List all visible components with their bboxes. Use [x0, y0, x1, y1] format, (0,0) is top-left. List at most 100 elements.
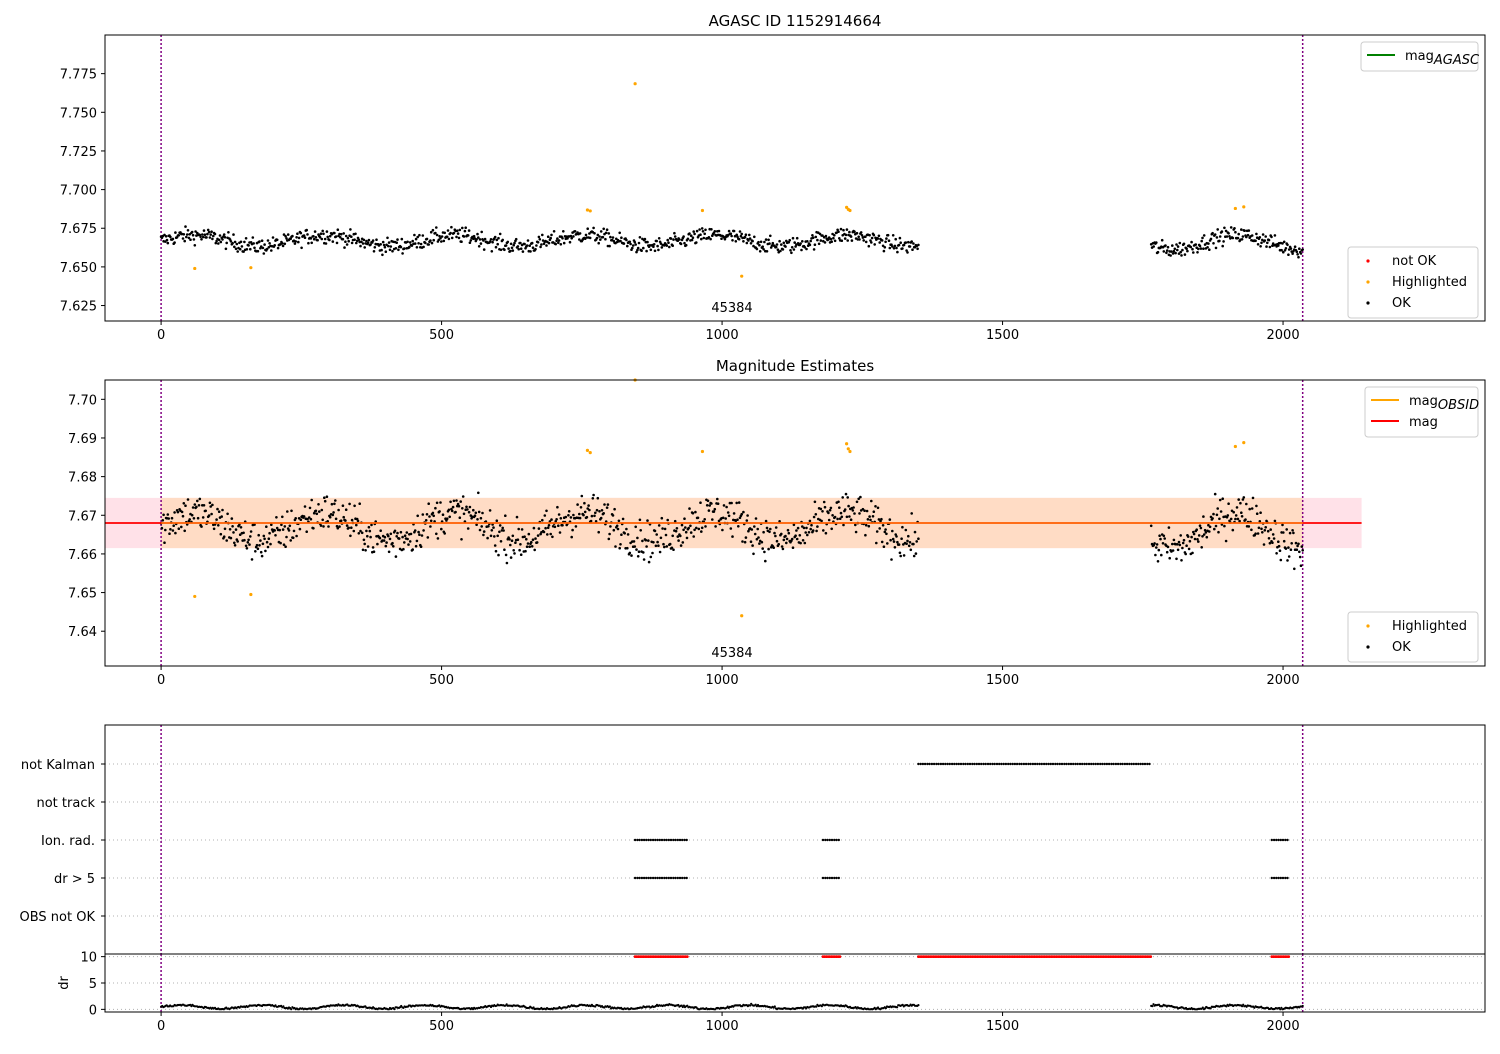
flag-point	[1132, 762, 1136, 766]
ok-point	[303, 236, 307, 239]
flag-point	[1036, 762, 1039, 766]
ok-point	[853, 230, 856, 233]
ok-point	[787, 241, 791, 244]
ok-point	[794, 534, 797, 537]
ok-point	[260, 239, 264, 242]
ok-point	[229, 536, 233, 540]
ok-point	[531, 246, 535, 249]
ok-point	[754, 517, 758, 520]
ok-point	[479, 516, 483, 520]
ok-point	[490, 529, 494, 532]
ok-point	[536, 534, 540, 537]
ok-point	[516, 245, 520, 248]
ok-point	[775, 539, 779, 543]
ok-point	[217, 242, 220, 245]
ok-point	[679, 544, 683, 547]
ok-point	[701, 230, 705, 233]
ok-point	[598, 510, 601, 513]
ok-point	[270, 523, 273, 526]
ok-point	[1298, 555, 1302, 559]
ok-point	[1196, 251, 1199, 254]
ok-point	[538, 238, 542, 241]
panel2-frame	[104, 379, 1486, 667]
ok-point	[1235, 506, 1239, 509]
ok-point	[515, 515, 519, 519]
ok-point	[505, 561, 509, 565]
ok-point	[808, 243, 812, 247]
ok-point	[679, 534, 682, 538]
ok-point	[713, 230, 717, 233]
flag-point	[824, 876, 827, 880]
flag-point	[681, 876, 684, 880]
ok-point	[1176, 543, 1179, 546]
ok-point	[716, 497, 719, 501]
ok-point	[509, 556, 513, 559]
ok-point	[359, 529, 362, 533]
ok-point	[473, 514, 477, 517]
ok-point	[659, 536, 663, 540]
ok-point	[707, 509, 711, 512]
ok-point	[706, 499, 710, 503]
ok-point	[796, 526, 800, 530]
ok-point	[530, 241, 534, 245]
ok-point	[161, 519, 165, 522]
flag-point	[973, 762, 976, 766]
ok-point	[703, 518, 706, 521]
ok-point	[811, 236, 815, 239]
ok-point	[734, 240, 738, 243]
ok-point	[814, 235, 818, 239]
ok-point	[465, 505, 468, 509]
ok-point	[399, 245, 403, 249]
ok-point	[1261, 238, 1264, 242]
ok-point	[354, 232, 357, 236]
ok-point	[822, 529, 825, 532]
ok-point	[829, 506, 833, 510]
ok-point	[717, 519, 721, 523]
ok-point	[1200, 239, 1203, 243]
ok-point	[885, 532, 888, 536]
ok-point	[809, 527, 812, 531]
ok-point	[782, 241, 786, 245]
ok-point	[703, 232, 706, 236]
ok-point	[424, 241, 427, 245]
y-tick-label: 7.750	[60, 106, 97, 121]
ok-point	[346, 236, 350, 240]
flag-point	[1024, 762, 1028, 766]
ok-point	[535, 244, 538, 247]
ok-point	[455, 499, 458, 502]
ok-point	[347, 239, 351, 243]
ok-point	[334, 235, 338, 238]
ok-point	[882, 545, 886, 548]
ok-point	[746, 514, 749, 517]
ok-point	[499, 248, 503, 252]
ok-point	[312, 237, 316, 241]
ok-point	[542, 530, 546, 534]
ok-point	[297, 236, 301, 240]
ok-point	[1232, 510, 1235, 514]
flag-point	[647, 876, 650, 880]
ok-point	[197, 504, 201, 507]
ok-point	[457, 504, 461, 508]
flag-point	[1045, 762, 1048, 766]
ok-point	[462, 235, 466, 238]
ok-point	[867, 524, 871, 528]
ok-point	[200, 525, 203, 528]
ok-point	[572, 513, 575, 517]
ok-point	[765, 526, 769, 530]
ok-point	[631, 246, 634, 250]
ok-point	[667, 241, 670, 244]
ok-point	[488, 240, 492, 243]
ok-point	[193, 244, 197, 247]
ok-point	[827, 236, 831, 239]
ok-point	[559, 243, 563, 246]
ok-point	[518, 548, 521, 552]
ok-point	[344, 240, 347, 243]
ok-point	[486, 536, 489, 540]
ok-point	[503, 548, 506, 551]
flag-point	[667, 838, 670, 842]
ok-point	[450, 236, 454, 240]
ok-point	[1157, 548, 1161, 552]
ok-point	[208, 501, 212, 505]
ok-point	[512, 549, 515, 552]
flag-point	[941, 762, 945, 766]
